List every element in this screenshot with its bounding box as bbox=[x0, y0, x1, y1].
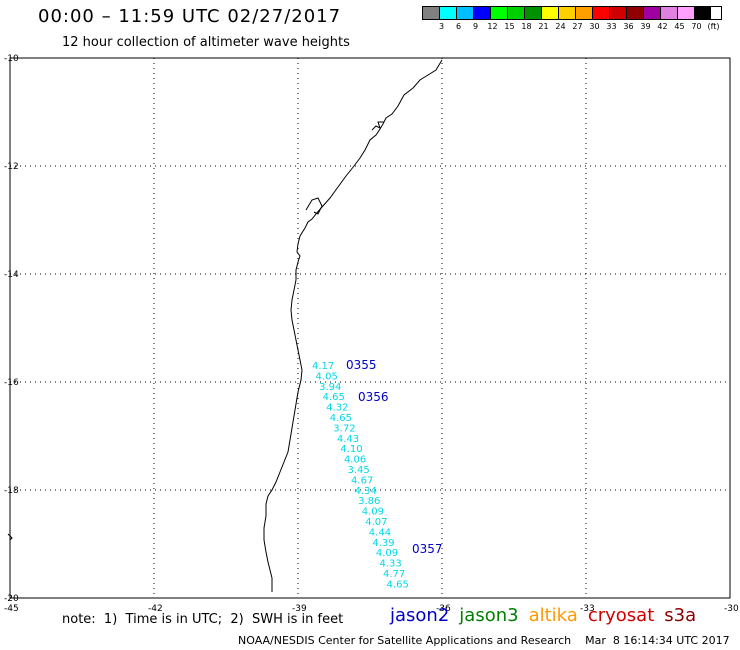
wave-height-color-legend: 3 6 9 12 15 18 21 24 27 30 33 36 39 42 45 70 (ft) bbox=[422, 6, 722, 31]
legend-swatch bbox=[593, 7, 610, 19]
lat-tick-label: -10 bbox=[4, 54, 19, 64]
swh-value: 4.67 bbox=[351, 475, 373, 486]
swh-value: 3.94 bbox=[319, 382, 341, 393]
swh-value: 4.43 bbox=[337, 434, 359, 445]
swh-value: 4.39 bbox=[372, 538, 394, 549]
legend-swatch bbox=[610, 7, 627, 19]
swh-value: 4.07 bbox=[365, 517, 387, 528]
legend-label: 36 bbox=[623, 22, 634, 31]
coastline-island bbox=[305, 197, 323, 215]
legend-swatch bbox=[576, 7, 593, 19]
lon-tick-label: -39 bbox=[292, 604, 307, 614]
coastline-detail bbox=[371, 121, 384, 131]
legend-swatch bbox=[559, 7, 576, 19]
legend-label: (ft) bbox=[707, 22, 720, 31]
pass-time-labels: 0355 0356 0357 bbox=[346, 358, 443, 556]
lon-tick-label: -42 bbox=[148, 604, 163, 614]
swh-value: 4.09 bbox=[376, 548, 398, 559]
legend-swatch bbox=[627, 7, 644, 19]
legend-label: 70 bbox=[691, 22, 702, 31]
satellite-legend: jason2 jason3 altika cryosat s3a bbox=[390, 605, 706, 626]
legend-swatch bbox=[644, 7, 661, 19]
swh-value: 4.17 bbox=[312, 361, 334, 372]
swh-value: 3.72 bbox=[333, 423, 355, 434]
legend-swatch bbox=[508, 7, 525, 19]
swh-value: 3.86 bbox=[358, 496, 380, 507]
satellite-cryosat: cryosat bbox=[587, 605, 655, 626]
legend-label: 24 bbox=[555, 22, 566, 31]
lat-tick-label: -18 bbox=[4, 486, 19, 496]
legend-label: 33 bbox=[606, 22, 617, 31]
legend-label: 42 bbox=[657, 22, 668, 31]
legend-label: 12 bbox=[487, 22, 498, 31]
swh-value: 4.33 bbox=[379, 559, 401, 570]
lat-tick-label: -16 bbox=[4, 378, 19, 388]
swh-value: 4.34 bbox=[355, 486, 377, 497]
map-subtitle: 12 hour collection of altimeter wave hei… bbox=[62, 35, 350, 50]
lon-tick-label: -45 bbox=[4, 604, 19, 614]
lat-tick-label: -20 bbox=[4, 594, 19, 604]
legend-label: 3 bbox=[438, 22, 445, 31]
lon-tick-label: -36 bbox=[436, 604, 451, 614]
swh-value: 3.45 bbox=[348, 465, 370, 476]
legend-label: 39 bbox=[640, 22, 651, 31]
pass-time: 0357 bbox=[412, 542, 443, 556]
credit-line: NOAA/NESDIS Center for Satellite Applica… bbox=[238, 634, 730, 647]
swh-value: 4.05 bbox=[316, 371, 338, 382]
lon-tick-label: -33 bbox=[580, 604, 595, 614]
pass-time: 0355 bbox=[346, 358, 377, 372]
coastline-fragment bbox=[7, 533, 13, 541]
legend-swatch bbox=[695, 7, 711, 19]
pass-time: 0356 bbox=[358, 390, 389, 404]
legend-label: 15 bbox=[504, 22, 515, 31]
legend-swatch bbox=[474, 7, 491, 19]
legend-label: 9 bbox=[472, 22, 479, 31]
lat-tick-label: -14 bbox=[4, 270, 19, 280]
satellite-s3a: s3a bbox=[664, 605, 697, 626]
swh-value: 4.65 bbox=[330, 413, 352, 424]
legend-swatch bbox=[678, 7, 695, 19]
swh-value: 4.10 bbox=[340, 444, 362, 455]
legend-label: 21 bbox=[538, 22, 549, 31]
legend-swatches bbox=[422, 6, 722, 20]
legend-label: 6 bbox=[455, 22, 462, 31]
swh-value: 4.65 bbox=[387, 579, 409, 590]
legend-swatch bbox=[525, 7, 542, 19]
legend-label: 30 bbox=[589, 22, 600, 31]
legend-label: 27 bbox=[572, 22, 583, 31]
legend-label: 18 bbox=[521, 22, 532, 31]
lon-tick-label: -30 bbox=[724, 604, 739, 614]
map-frame bbox=[9, 57, 731, 599]
legend-swatch bbox=[457, 7, 474, 19]
map-title: 00:00 – 11:59 UTC 02/27/2017 bbox=[38, 6, 342, 27]
swh-value: 4.09 bbox=[362, 507, 384, 518]
legend-swatch bbox=[491, 7, 508, 19]
satellite-jason2: jason2 bbox=[390, 605, 450, 626]
swh-value: 4.06 bbox=[344, 455, 366, 466]
footer-note: note: 1) Time is in UTC; 2) SWH is in fe… bbox=[62, 612, 344, 627]
legend-swatch bbox=[542, 7, 559, 19]
lat-lon-grid: -10 -12 -14 -16 -18 -20-45 -42 -39 -36 -33 -30 bbox=[4, 54, 739, 614]
swh-value: 4.32 bbox=[326, 403, 348, 414]
legend-swatch bbox=[661, 7, 678, 19]
swh-value: 4.44 bbox=[369, 527, 391, 538]
swh-value: 4.65 bbox=[323, 392, 345, 403]
satellite-jason3: jason3 bbox=[459, 605, 519, 626]
lat-tick-label: -12 bbox=[4, 162, 19, 172]
swh-value: 4.77 bbox=[383, 569, 405, 580]
satellite-altika: altika bbox=[528, 605, 578, 626]
swh-track: 4.174.053.944.654.324.653.724.434.104.06… bbox=[312, 361, 409, 590]
coastline bbox=[263, 59, 443, 592]
legend-swatch bbox=[440, 7, 457, 19]
legend-swatch bbox=[423, 7, 440, 19]
legend-label: 45 bbox=[674, 22, 685, 31]
legend-labels: 3 6 9 12 15 18 21 24 27 30 33 36 39 42 45 70 (ft) bbox=[433, 22, 722, 31]
